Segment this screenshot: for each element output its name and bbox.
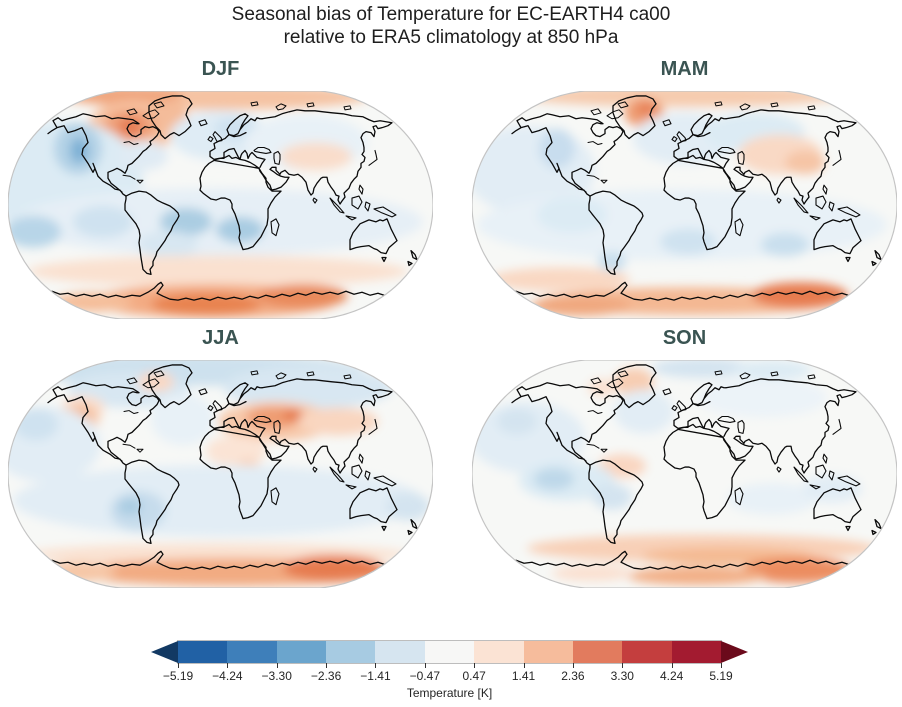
colorbar-tick-label: −2.36 <box>310 669 342 683</box>
bias-shading-mam <box>472 91 887 317</box>
colorbar: −5.19 −4.24 −3.30 −2.36 −1.41 −0.47 0.47 1.41 2.… <box>151 640 748 703</box>
colorbar-segment <box>474 641 524 663</box>
colorbar-tick-mark <box>721 663 722 668</box>
colorbar-tick-label: −3.30 <box>261 669 292 683</box>
colorbar-tick-mark <box>375 663 377 668</box>
colorbar-segment <box>326 641 376 663</box>
colorbar-segment <box>178 641 228 663</box>
colorbar-over-arrow <box>721 641 748 663</box>
map-son <box>472 360 897 588</box>
colorbar-tick-label: −0.47 <box>409 669 440 683</box>
figure-title-line2: relative to ERA5 climatology at 850 hPa <box>283 27 619 48</box>
colorbar-tick-mark <box>227 663 229 668</box>
figure-title: Seasonal bias of Temperature for EC-EART… <box>0 3 902 49</box>
colorbar-tick-label: 5.19 <box>709 669 733 683</box>
bias-shading-djf <box>8 91 423 319</box>
colorbar-tick-label: 2.36 <box>561 669 585 683</box>
colorbar-segments <box>177 640 722 664</box>
colorbar-segment <box>375 641 425 663</box>
colorbar-tick-mark <box>523 663 525 668</box>
colorbar-tick-mark <box>178 663 179 668</box>
colorbar-tick-label: 3.30 <box>610 669 634 683</box>
colorbar-segment <box>671 641 721 663</box>
bias-shading-son <box>472 360 877 586</box>
colorbar-tick-mark <box>276 663 278 668</box>
colorbar-tick-mark <box>474 663 476 668</box>
panel-title-mam: MAM <box>660 58 709 80</box>
colorbar-tick-label: −4.24 <box>212 669 243 683</box>
colorbar-tick-mark <box>572 663 574 668</box>
colorbar-label: Temperature [K] <box>406 686 493 700</box>
colorbar-tick-mark <box>622 663 624 668</box>
colorbar-tick-mark <box>326 663 328 668</box>
colorbar-tick-label: 0.47 <box>462 669 486 683</box>
colorbar-segment <box>523 641 573 663</box>
colorbar-segment <box>572 641 623 663</box>
colorbar-segment <box>622 641 672 663</box>
colorbar-segment <box>424 641 475 663</box>
colorbar-tick-mark <box>424 663 426 668</box>
colorbar-segment <box>276 641 327 663</box>
colorbar-tick-mark <box>671 663 673 668</box>
map-mam <box>472 91 897 319</box>
figure-title-line1: Seasonal bias of Temperature for EC-EART… <box>231 4 671 25</box>
map-djf <box>8 91 433 319</box>
colorbar-segment <box>227 641 277 663</box>
colorbar-tick-label: 4.24 <box>659 669 684 683</box>
colorbar-tick-label: −1.41 <box>360 669 391 683</box>
colorbar-under-arrow <box>151 641 178 663</box>
panel-title-djf: DJF <box>201 58 240 80</box>
panel-title-son: SON <box>662 327 707 349</box>
map-jja <box>8 360 433 588</box>
colorbar-tick-label: −5.19 <box>162 669 194 683</box>
panel-title-jja: JJA <box>202 327 239 349</box>
colorbar-tick-label: 1.41 <box>511 669 536 683</box>
colorbar-bar <box>151 640 748 664</box>
